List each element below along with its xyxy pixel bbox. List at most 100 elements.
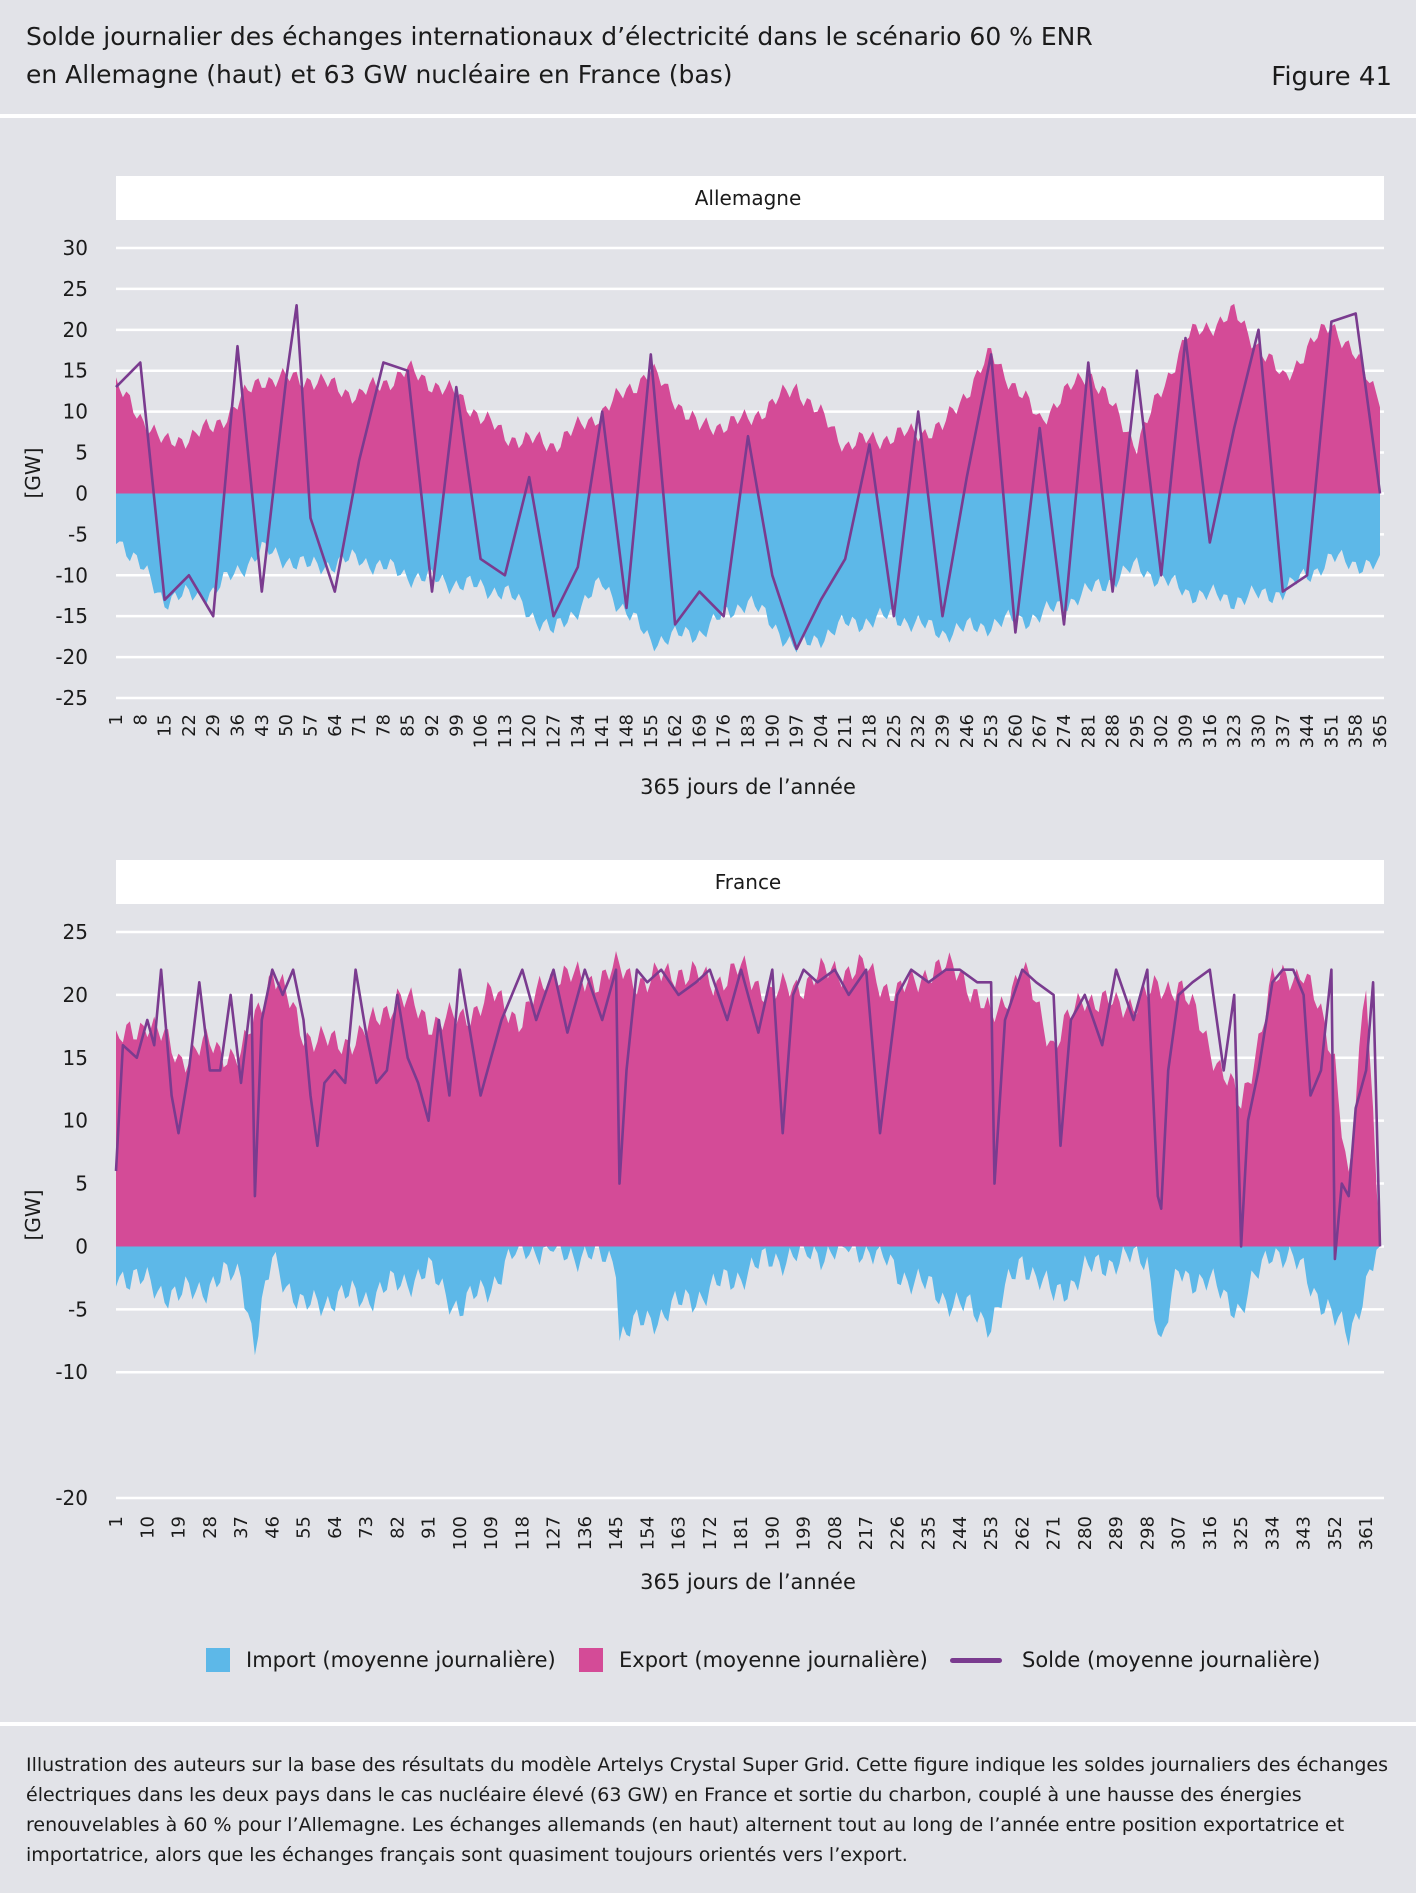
x-tick-label: 136 — [575, 1516, 596, 1550]
y-tick-label: 10 — [63, 400, 88, 424]
x-tick-label: 169 — [689, 714, 710, 748]
x-tick-label: 334 — [1262, 1516, 1283, 1550]
y-tick-label: 15 — [63, 359, 88, 383]
y-tick-label: -15 — [55, 604, 88, 628]
x-tick-label: 176 — [714, 714, 735, 748]
x-tick-label: 127 — [544, 1516, 565, 1550]
x-tick-label: 226 — [887, 1516, 908, 1550]
legend-item-solde: Solde (moyenne journalière) — [950, 1640, 1320, 1680]
x-tick-label: 211 — [835, 714, 856, 748]
x-tick-label: 323 — [1224, 714, 1245, 748]
x-tick-label: 208 — [825, 1516, 846, 1550]
panel-title-strip — [116, 176, 1384, 220]
x-tick-label: 73 — [356, 1516, 377, 1539]
x-axis-label: 365 jours de l’année — [640, 775, 856, 799]
x-tick-label: 330 — [1248, 714, 1269, 748]
solde-line — [115, 304, 1382, 651]
x-tick-label: 141 — [592, 714, 613, 748]
x-tick-label: 358 — [1346, 714, 1367, 748]
x-tick-label: 71 — [349, 714, 370, 737]
x-tick-label: 118 — [512, 1516, 533, 1550]
x-tick-label: 181 — [731, 1516, 752, 1550]
x-tick-label: 316 — [1200, 1516, 1221, 1550]
x-tick-label: 15 — [155, 714, 176, 737]
x-tick-label: 55 — [294, 1516, 315, 1539]
legend-item-import: Import (moyenne journalière) — [206, 1640, 556, 1680]
x-tick-label: 274 — [1054, 714, 1075, 748]
y-tick-label: 20 — [63, 318, 88, 342]
panel-title: France — [715, 870, 782, 894]
figure-footnote: Illustration des auteurs sur la base des… — [26, 1754, 1389, 1866]
x-tick-label: 155 — [641, 714, 662, 748]
figure-number: Figure 41 — [1271, 62, 1392, 92]
france-chart: France 25 20 15 10 5 0 -5 -10 -20 [GW] 1 10 19 28 37 46 5… — [21, 860, 1384, 1594]
x-tick-label: 145 — [606, 1516, 627, 1550]
x-tick-label: 82 — [387, 1516, 408, 1539]
x-axis-label: 365 jours de l’année — [640, 1570, 856, 1594]
x-tick-label: 260 — [1005, 714, 1026, 748]
y-tick-label: -20 — [55, 1486, 88, 1510]
x-tick-label: 298 — [1137, 1516, 1158, 1550]
legend-export-swatch — [579, 1648, 603, 1672]
x-tick-label: 50 — [276, 714, 297, 737]
x-tick-label: 316 — [1200, 714, 1221, 748]
x-tick-label: 10 — [137, 1516, 158, 1539]
x-tick-label: 37 — [231, 1516, 252, 1539]
figure-title-line-1: Solde journalier des échanges internatio… — [26, 22, 1093, 51]
header-divider — [0, 114, 1416, 118]
x-tick-label: 235 — [919, 1516, 940, 1550]
x-tick-label: 92 — [422, 714, 443, 737]
x-tick-label: 232 — [908, 714, 929, 748]
x-tick-label: 351 — [1321, 714, 1342, 748]
x-tick-label: 78 — [373, 714, 394, 737]
x-tick-label: 100 — [450, 1516, 471, 1550]
y-axis-label: [GW] — [21, 1190, 45, 1241]
x-tick-label: 344 — [1297, 714, 1318, 748]
panel-title: Allemagne — [695, 186, 802, 210]
x-tick-label: 106 — [471, 714, 492, 748]
x-tick-label: 325 — [1231, 1516, 1252, 1550]
legend-import-swatch — [206, 1648, 230, 1672]
x-tick-label: 361 — [1356, 1516, 1377, 1550]
y-tick-label: -5 — [68, 1297, 88, 1321]
solde-line — [114, 968, 1382, 1261]
x-tick-label: 46 — [262, 1516, 283, 1539]
y-tick-label: -20 — [55, 645, 88, 669]
y-tick-label: 5 — [75, 1172, 88, 1196]
x-tick-label: 28 — [200, 1516, 221, 1539]
x-tick-label: 1 — [106, 714, 127, 725]
x-tick-label: 199 — [794, 1516, 815, 1550]
x-tick-label: 163 — [669, 1516, 690, 1550]
x-tick-label: 183 — [738, 714, 759, 748]
x-tick-label: 57 — [300, 714, 321, 737]
x-tick-label: 253 — [981, 1516, 1002, 1550]
x-tick-label: 148 — [616, 714, 637, 748]
footer-divider — [0, 1722, 1416, 1726]
y-tick-label: 10 — [63, 1109, 88, 1133]
x-tick-label: 262 — [1012, 1516, 1033, 1550]
x-tick-label: 64 — [325, 1516, 346, 1539]
x-tick-label: 19 — [169, 1516, 190, 1539]
figure-header: Solde journalier des échanges internatio… — [0, 0, 1416, 118]
x-tick-label: 29 — [203, 714, 224, 737]
x-tick-label: 352 — [1325, 1516, 1346, 1550]
x-tick-label: 204 — [811, 714, 832, 748]
y-tick-label: -5 — [68, 522, 88, 546]
x-tick-label: 134 — [568, 714, 589, 748]
x-tick-label: 64 — [325, 714, 346, 737]
x-tick-label: 307 — [1169, 1516, 1190, 1550]
x-tick-label: 190 — [762, 1516, 783, 1550]
allemagne-chart: Allemagne302520151050-5-10-15-20-25[GW]1… — [21, 176, 1391, 799]
y-tick-label: 0 — [75, 1234, 88, 1258]
x-tick-label: 197 — [787, 714, 808, 748]
x-tick-label: 337 — [1273, 714, 1294, 748]
y-tick-label: 5 — [75, 441, 88, 465]
y-tick-label: 0 — [75, 481, 88, 505]
x-tick-label: 271 — [1044, 1516, 1065, 1550]
x-tick-label: 267 — [1030, 714, 1051, 748]
x-tick-label: 217 — [856, 1516, 877, 1550]
x-tick-label: 218 — [860, 714, 881, 748]
x-tick-label: 8 — [130, 714, 151, 725]
y-axis-label: [GW] — [21, 448, 45, 499]
x-tick-label: 85 — [398, 714, 419, 737]
